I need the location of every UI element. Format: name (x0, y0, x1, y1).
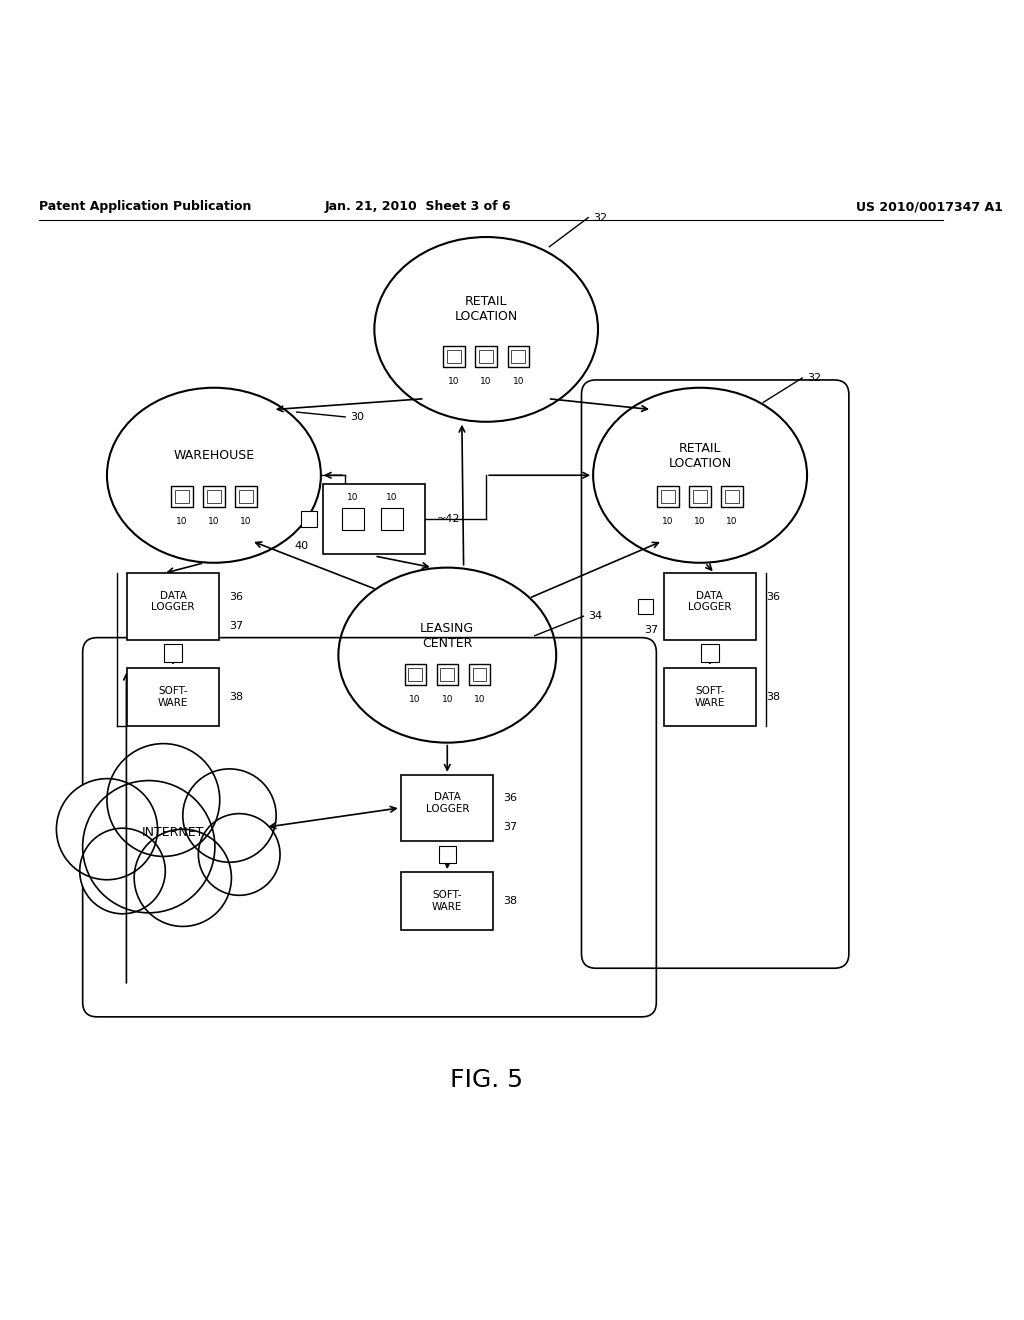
Text: 36: 36 (504, 793, 518, 803)
FancyBboxPatch shape (722, 486, 742, 507)
FancyBboxPatch shape (511, 350, 525, 363)
FancyBboxPatch shape (472, 668, 486, 681)
FancyBboxPatch shape (401, 873, 494, 931)
FancyBboxPatch shape (657, 486, 679, 507)
FancyBboxPatch shape (689, 486, 711, 507)
Text: FIG. 5: FIG. 5 (450, 1068, 522, 1092)
Circle shape (199, 813, 280, 895)
FancyBboxPatch shape (324, 484, 425, 554)
Text: 10: 10 (694, 517, 706, 527)
Text: 37: 37 (644, 624, 657, 635)
Text: SOFT-
WARE: SOFT- WARE (694, 686, 725, 708)
Text: DATA
LOGGER: DATA LOGGER (426, 792, 469, 813)
Text: 10: 10 (386, 494, 397, 503)
Text: 40: 40 (295, 541, 309, 552)
FancyBboxPatch shape (127, 573, 219, 640)
Text: 38: 38 (504, 896, 518, 906)
Ellipse shape (593, 388, 807, 562)
FancyBboxPatch shape (164, 644, 182, 661)
Circle shape (56, 779, 158, 879)
Text: RETAIL
LOCATION: RETAIL LOCATION (669, 442, 732, 470)
FancyBboxPatch shape (127, 668, 219, 726)
FancyBboxPatch shape (175, 490, 188, 503)
FancyBboxPatch shape (693, 490, 707, 503)
Text: 10: 10 (726, 517, 738, 527)
Text: SOFT-
WARE: SOFT- WARE (158, 686, 188, 708)
FancyBboxPatch shape (203, 486, 224, 507)
Text: 10: 10 (176, 517, 187, 527)
FancyBboxPatch shape (381, 508, 402, 529)
FancyBboxPatch shape (508, 346, 529, 367)
FancyBboxPatch shape (443, 346, 465, 367)
Text: SOFT-
WARE: SOFT- WARE (432, 891, 463, 912)
Text: 38: 38 (229, 692, 244, 702)
Circle shape (83, 780, 215, 913)
FancyBboxPatch shape (664, 668, 756, 726)
FancyBboxPatch shape (436, 664, 458, 685)
Text: 32: 32 (593, 213, 607, 223)
Text: Jan. 21, 2010  Sheet 3 of 6: Jan. 21, 2010 Sheet 3 of 6 (325, 201, 511, 214)
FancyBboxPatch shape (662, 490, 675, 503)
Text: 37: 37 (504, 822, 518, 832)
Circle shape (80, 828, 165, 913)
Text: 37: 37 (229, 620, 244, 631)
Text: RETAIL
LOCATION: RETAIL LOCATION (455, 296, 518, 323)
Text: 10: 10 (208, 517, 220, 527)
Ellipse shape (106, 388, 321, 562)
Text: LEASING
CENTER: LEASING CENTER (420, 622, 474, 649)
Text: DATA
LOGGER: DATA LOGGER (688, 591, 731, 612)
Circle shape (183, 770, 276, 862)
Text: 10: 10 (513, 378, 524, 385)
FancyBboxPatch shape (479, 350, 493, 363)
Text: 30: 30 (350, 412, 365, 422)
Text: 10: 10 (347, 494, 358, 503)
Ellipse shape (375, 238, 598, 422)
Ellipse shape (338, 568, 556, 743)
Text: 10: 10 (474, 696, 485, 704)
FancyBboxPatch shape (438, 846, 456, 863)
Text: 10: 10 (480, 378, 492, 385)
Circle shape (106, 743, 220, 857)
FancyBboxPatch shape (404, 664, 426, 685)
FancyBboxPatch shape (701, 644, 719, 661)
Text: Patent Application Publication: Patent Application Publication (39, 201, 251, 214)
Text: INTERNET: INTERNET (142, 825, 204, 838)
Text: 10: 10 (663, 517, 674, 527)
Text: 34: 34 (588, 611, 602, 622)
Text: 36: 36 (229, 591, 244, 602)
Text: US 2010/0017347 A1: US 2010/0017347 A1 (856, 201, 1002, 214)
FancyBboxPatch shape (301, 511, 317, 527)
Text: 10: 10 (449, 378, 460, 385)
FancyBboxPatch shape (447, 350, 461, 363)
Circle shape (134, 829, 231, 927)
FancyBboxPatch shape (638, 599, 653, 614)
FancyBboxPatch shape (207, 490, 221, 503)
Text: 32: 32 (807, 374, 821, 383)
Text: 36: 36 (766, 591, 780, 602)
FancyBboxPatch shape (664, 573, 756, 640)
FancyBboxPatch shape (409, 668, 422, 681)
FancyBboxPatch shape (440, 668, 454, 681)
FancyBboxPatch shape (171, 486, 193, 507)
Text: WAREHOUSE: WAREHOUSE (173, 450, 255, 462)
Text: 10: 10 (441, 696, 453, 704)
FancyBboxPatch shape (725, 490, 739, 503)
FancyBboxPatch shape (475, 346, 497, 367)
Text: DATA
LOGGER: DATA LOGGER (152, 591, 195, 612)
Text: 10: 10 (241, 517, 252, 527)
FancyBboxPatch shape (469, 664, 490, 685)
Text: ~42: ~42 (437, 513, 461, 524)
FancyBboxPatch shape (236, 486, 257, 507)
FancyBboxPatch shape (342, 508, 364, 529)
Text: 10: 10 (410, 696, 421, 704)
FancyBboxPatch shape (401, 775, 494, 841)
FancyBboxPatch shape (240, 490, 253, 503)
Text: 38: 38 (766, 692, 780, 702)
